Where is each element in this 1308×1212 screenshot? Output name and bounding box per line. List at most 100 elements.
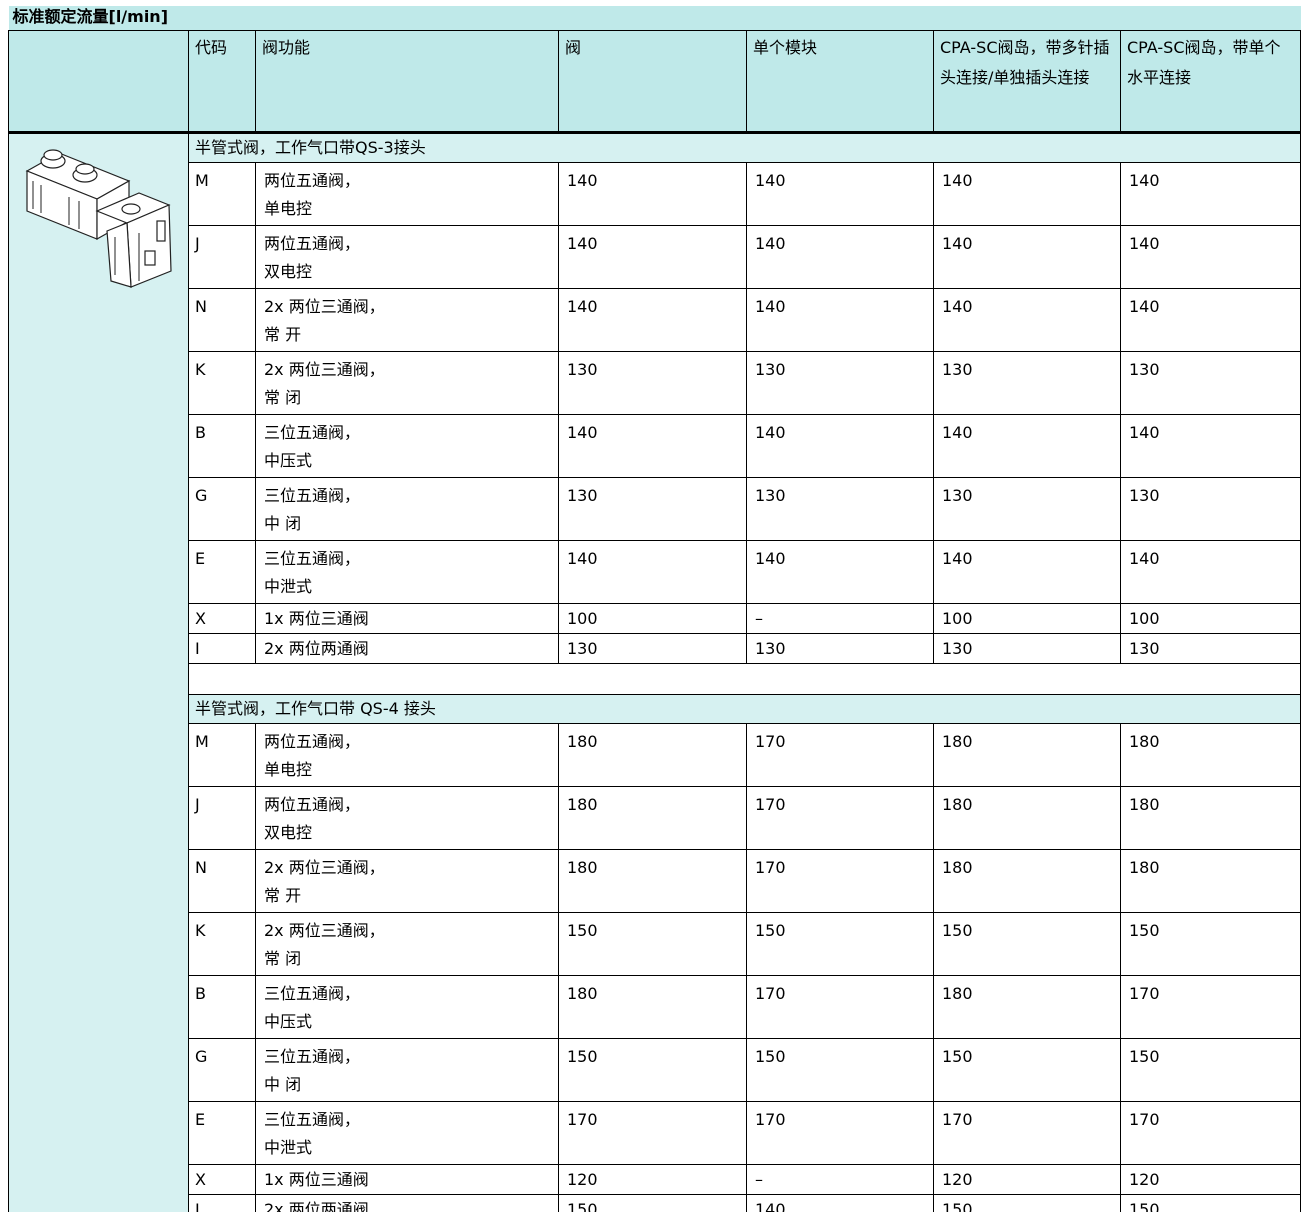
spacer-cell — [188, 663, 1301, 695]
flow-value: 180 — [1120, 786, 1301, 850]
code-cell: G — [188, 1038, 256, 1102]
function-cell: 两位五通阀， 单电控 — [255, 162, 559, 226]
flow-value: 100 — [933, 603, 1121, 634]
table-title: 标准额定流量[l/min] — [8, 6, 1301, 31]
code-cell: K — [188, 912, 256, 976]
data-row: J 两位五通阀， 双电控 180 170 180 180 — [9, 786, 1301, 850]
data-row: N 2x 两位三通阀， 常 开 140 140 140 140 — [9, 288, 1301, 352]
function-cell: 三位五通阀， 中压式 — [255, 975, 559, 1039]
flow-value: 180 — [933, 975, 1121, 1039]
flow-value: 140 — [933, 540, 1121, 604]
function-cell: 2x 两位三通阀， 常 开 — [255, 849, 559, 913]
code-cell: I — [188, 1194, 256, 1212]
flow-value: 140 — [1120, 225, 1301, 289]
flow-value: 170 — [746, 723, 934, 787]
image-cell — [8, 132, 189, 1212]
function-cell: 2x 两位三通阀， 常 开 — [255, 288, 559, 352]
flow-value: 170 — [558, 1101, 747, 1165]
flow-value: 150 — [1120, 1194, 1301, 1212]
flow-value: 130 — [1120, 351, 1301, 415]
flow-value: 130 — [1120, 633, 1301, 664]
flow-value: 140 — [746, 225, 934, 289]
function-cell: 两位五通阀， 双电控 — [255, 786, 559, 850]
flow-value: – — [746, 603, 934, 634]
flow-value: 180 — [933, 849, 1121, 913]
function-cell: 两位五通阀， 单电控 — [255, 723, 559, 787]
flow-value: 140 — [558, 225, 747, 289]
flow-value: 180 — [558, 723, 747, 787]
data-row: G 三位五通阀， 中 闭 130 130 130 130 — [9, 477, 1301, 541]
flow-value: – — [746, 1164, 934, 1195]
flow-value: 100 — [1120, 603, 1301, 634]
flow-value: 170 — [1120, 975, 1301, 1039]
flow-value: 180 — [933, 786, 1121, 850]
flow-value: 140 — [933, 225, 1121, 289]
data-row: X 1x 两位三通阀 100–100 100 — [9, 603, 1301, 634]
function-cell: 1x 两位三通阀 — [255, 603, 559, 634]
function-cell: 2x 两位三通阀， 常 闭 — [255, 912, 559, 976]
code-cell: J — [188, 225, 256, 289]
flow-value: 170 — [746, 1101, 934, 1165]
valve-image — [25, 149, 172, 288]
data-row: N 2x 两位三通阀， 常 开 180 170 180 180 — [9, 849, 1301, 913]
flow-value: 180 — [1120, 849, 1301, 913]
flow-value: 140 — [746, 1194, 934, 1212]
flow-value: 130 — [558, 633, 747, 664]
data-row: E 三位五通阀， 中泄式 170 170 170 170 — [9, 1101, 1301, 1165]
flow-value: 180 — [558, 786, 747, 850]
flow-value: 180 — [558, 975, 747, 1039]
flow-value: 150 — [746, 912, 934, 976]
function-cell: 三位五通阀， 中 闭 — [255, 477, 559, 541]
code-cell: J — [188, 786, 256, 850]
flow-value: 170 — [746, 849, 934, 913]
flow-value: 150 — [933, 912, 1121, 976]
flow-value: 150 — [746, 1038, 934, 1102]
code-cell: M — [188, 162, 256, 226]
flow-table: 标准额定流量[l/min] 代码 阀功能阀单个模块 CPA-SC阀岛，带多针插头连接/… — [8, 6, 1301, 1212]
function-cell: 2x 两位两通阀 — [255, 1194, 559, 1212]
data-row: X 1x 两位三通阀 120–120 120 — [9, 1164, 1301, 1195]
column-header: 阀 — [558, 30, 747, 134]
code-cell: N — [188, 849, 256, 913]
code-cell: E — [188, 540, 256, 604]
data-row: M 两位五通阀， 单电控 180 170 180 180 — [9, 723, 1301, 787]
flow-value: 170 — [746, 975, 934, 1039]
flow-value: 140 — [933, 162, 1121, 226]
code-cell: G — [188, 477, 256, 541]
section-title: 半管式阀，工作气口带 QS-4 接头 — [188, 694, 1301, 724]
code-cell: X — [188, 1164, 256, 1195]
data-row: I 2x 两位两通阀 130 130 130 130 — [9, 633, 1301, 664]
column-header: 代码 — [188, 30, 256, 134]
flow-value: 130 — [1120, 477, 1301, 541]
flow-value: 150 — [933, 1194, 1121, 1212]
flow-value: 180 — [933, 723, 1121, 787]
spacer-row — [9, 663, 1301, 695]
flow-value: 140 — [1120, 162, 1301, 226]
function-cell: 2x 两位三通阀， 常 闭 — [255, 351, 559, 415]
code-cell: E — [188, 1101, 256, 1165]
flow-value: 140 — [558, 540, 747, 604]
section-title: 半管式阀，工作气口带QS-3接头 — [188, 132, 1301, 163]
data-row: I 2x 两位两通阀 150 140 150 150 — [9, 1194, 1301, 1212]
code-cell: X — [188, 603, 256, 634]
data-row: B 三位五通阀， 中压式 140 140 140 140 — [9, 414, 1301, 478]
flow-value: 180 — [1120, 723, 1301, 787]
code-cell: N — [188, 288, 256, 352]
data-row: K 2x 两位三通阀， 常 闭 150 150 150 150 — [9, 912, 1301, 976]
flow-value: 140 — [746, 414, 934, 478]
column-header: 阀功能 — [255, 30, 559, 134]
code-cell: M — [188, 723, 256, 787]
function-cell: 三位五通阀， 中压式 — [255, 414, 559, 478]
flow-value: 130 — [933, 477, 1121, 541]
data-row: G 三位五通阀， 中 闭 150 150 150 150 — [9, 1038, 1301, 1102]
flow-value: 130 — [746, 633, 934, 664]
flow-value: 140 — [933, 414, 1121, 478]
function-cell: 两位五通阀， 双电控 — [255, 225, 559, 289]
title-row: 标准额定流量[l/min] — [8, 6, 1301, 31]
flow-value: 150 — [558, 1038, 747, 1102]
flow-value: 140 — [746, 540, 934, 604]
code-cell: B — [188, 414, 256, 478]
flow-value: 120 — [933, 1164, 1121, 1195]
flow-value: 170 — [933, 1101, 1121, 1165]
flow-value: 130 — [558, 351, 747, 415]
